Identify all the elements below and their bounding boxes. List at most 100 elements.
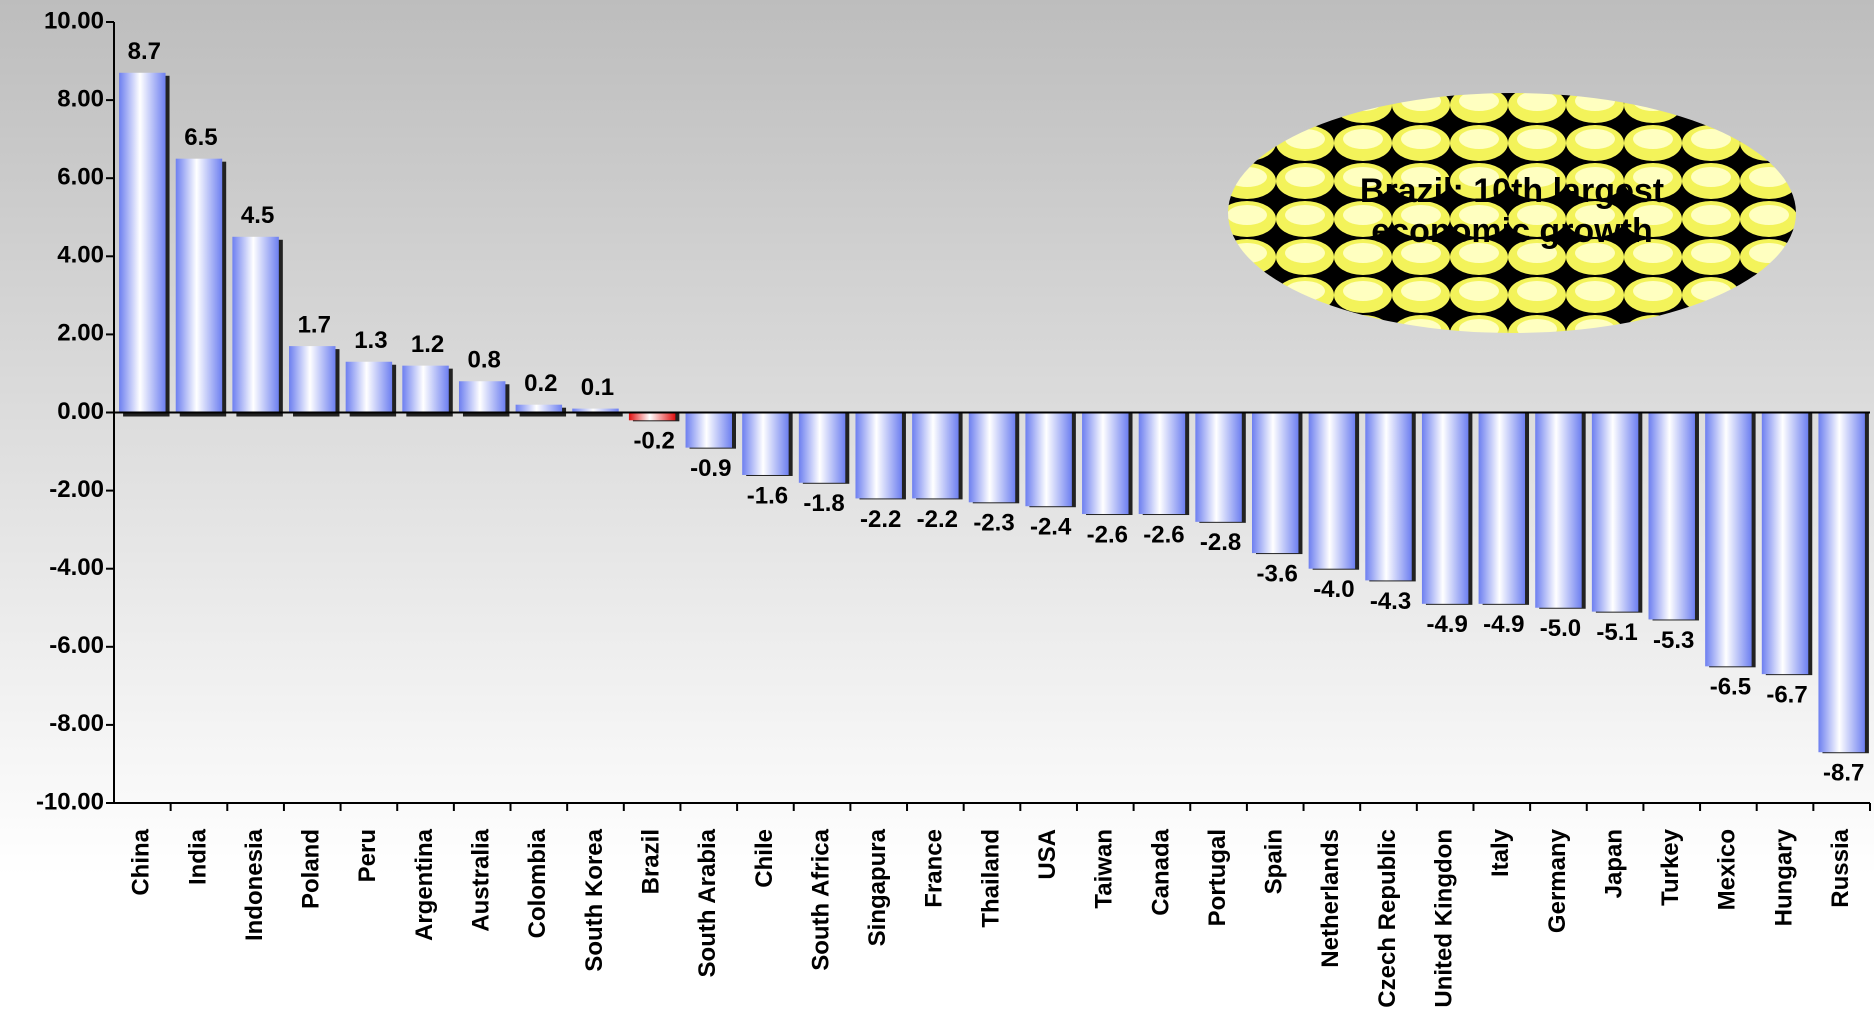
y-tick-label: -2.00 <box>49 476 104 503</box>
x-tick-label: Netherlands <box>1317 829 1344 968</box>
value-label: 8.7 <box>128 38 161 65</box>
y-tick-label: 6.00 <box>57 164 104 191</box>
bar <box>685 412 732 448</box>
bar <box>855 412 902 499</box>
value-label: -6.7 <box>1766 681 1807 708</box>
value-label: -1.6 <box>747 482 788 509</box>
x-tick-label: Spain <box>1261 829 1288 894</box>
bar <box>1535 412 1582 608</box>
value-label: -2.3 <box>973 510 1014 537</box>
x-tick-label: India <box>184 828 211 885</box>
bar <box>289 346 336 413</box>
bar <box>1478 412 1526 604</box>
plot-area: 10.00 8.00 6.00 4.00 2.00 0.00 -2.00 -4.00 -6.00… <box>36 7 1871 1008</box>
value-label: -4.3 <box>1370 588 1411 615</box>
bar <box>402 365 449 413</box>
value-label: -4.9 <box>1483 611 1524 638</box>
bar <box>515 404 563 413</box>
value-label: -1.8 <box>803 490 844 517</box>
bar <box>628 412 676 421</box>
x-tick-label: Indonesia <box>241 828 268 941</box>
bar <box>345 361 393 413</box>
x-tick-label: South Africa <box>807 828 834 970</box>
value-label: -4.0 <box>1313 576 1354 603</box>
x-tick-label: Italy <box>1487 828 1514 877</box>
value-label: 4.5 <box>241 202 274 229</box>
value-label: -2.4 <box>1030 514 1072 541</box>
x-tick-label: Mexico <box>1714 829 1741 910</box>
y-tick-label: 2.00 <box>57 320 104 347</box>
bar <box>968 412 1016 503</box>
bar <box>1591 412 1639 612</box>
value-label: 0.8 <box>468 347 501 374</box>
value-label: 0.2 <box>524 370 557 397</box>
x-tick-label: Peru <box>354 829 381 882</box>
bar <box>175 158 223 413</box>
bar <box>1025 412 1072 507</box>
y-tick-label: -6.00 <box>49 632 104 659</box>
value-label: 1.3 <box>354 327 387 354</box>
value-label: -6.5 <box>1710 674 1751 701</box>
x-tick-label: Thailand <box>977 829 1004 928</box>
x-tick-label: Portugal <box>1204 829 1231 926</box>
bar <box>1138 412 1186 515</box>
y-tick-label: 4.00 <box>57 242 104 269</box>
value-label: -5.3 <box>1653 627 1694 654</box>
x-tick-label: Australia <box>468 828 495 931</box>
x-tick-label: Czech Republic <box>1374 829 1401 1008</box>
bar <box>742 412 789 475</box>
y-tick-label: -8.00 <box>49 710 104 737</box>
x-tick-label: Argentina <box>411 828 438 941</box>
bar <box>232 236 279 413</box>
value-label: -2.2 <box>860 506 901 533</box>
bar <box>1195 412 1242 522</box>
x-tick-label: Turkey <box>1657 828 1684 906</box>
bar-shadow <box>576 411 623 417</box>
bar <box>1421 412 1469 604</box>
value-label: -5.1 <box>1596 619 1637 646</box>
x-tick-label: France <box>921 829 948 908</box>
x-tick-label: Taiwan <box>1091 829 1118 909</box>
x-tick-label: South Korea <box>581 828 608 971</box>
value-label: -8.7 <box>1823 760 1864 787</box>
bar <box>798 412 846 483</box>
value-label: 6.5 <box>184 124 217 151</box>
x-tick-label: Singapura <box>864 828 891 946</box>
bar <box>1761 412 1809 675</box>
bar <box>119 72 166 413</box>
value-label: 1.7 <box>298 311 331 338</box>
y-tick-label: -10.00 <box>36 788 104 815</box>
x-tick-label: South Arabia <box>694 828 721 977</box>
value-label: -0.2 <box>633 428 674 455</box>
bar <box>572 408 619 413</box>
value-label: -5.0 <box>1540 615 1581 642</box>
x-tick-label: Russia <box>1827 828 1854 907</box>
bar <box>1818 412 1865 753</box>
value-label: -0.9 <box>690 455 731 482</box>
bar <box>912 412 959 499</box>
x-tick-label: USA <box>1034 829 1061 880</box>
y-tick-label: 10.00 <box>44 7 104 34</box>
annotation: Brazil: 10th largest economic growth <box>1360 172 1664 250</box>
y-tick-label: -4.00 <box>49 554 104 581</box>
x-tick-label: Canada <box>1147 828 1174 915</box>
bar <box>1648 412 1695 620</box>
value-label: -4.9 <box>1426 611 1467 638</box>
x-tick-label: China <box>128 828 155 895</box>
x-tick-label: Brazil <box>637 829 664 894</box>
x-tick-label: Colombia <box>524 828 551 938</box>
x-tick-label: Japan <box>1600 829 1627 898</box>
bar <box>1365 412 1412 581</box>
bar <box>1252 412 1299 554</box>
value-label: 0.1 <box>581 374 614 401</box>
value-label: -3.6 <box>1257 560 1298 587</box>
x-tick-label: Hungary <box>1770 828 1797 926</box>
bar <box>1705 412 1752 667</box>
value-label: 1.2 <box>411 331 444 358</box>
value-label: -2.2 <box>917 506 958 533</box>
x-tick-label: Chile <box>751 829 778 888</box>
annotation-bubble <box>1228 93 1796 333</box>
x-tick-label: Poland <box>298 829 325 909</box>
y-tick-label: 0.00 <box>57 398 104 425</box>
